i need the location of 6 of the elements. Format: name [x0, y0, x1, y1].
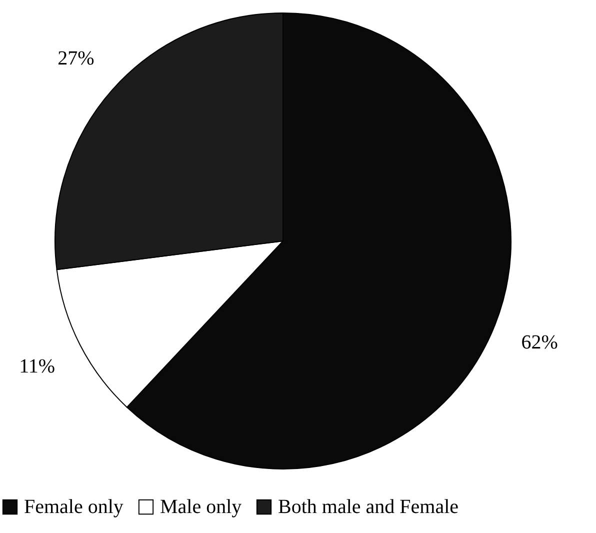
legend-label: Female only	[24, 496, 124, 518]
data-label: 11%	[19, 355, 56, 378]
data-label: 27%	[58, 47, 94, 70]
legend-label: Both male and Female	[278, 496, 459, 518]
data-label: 62%	[521, 332, 558, 354]
legend-label: Male only	[160, 496, 242, 518]
